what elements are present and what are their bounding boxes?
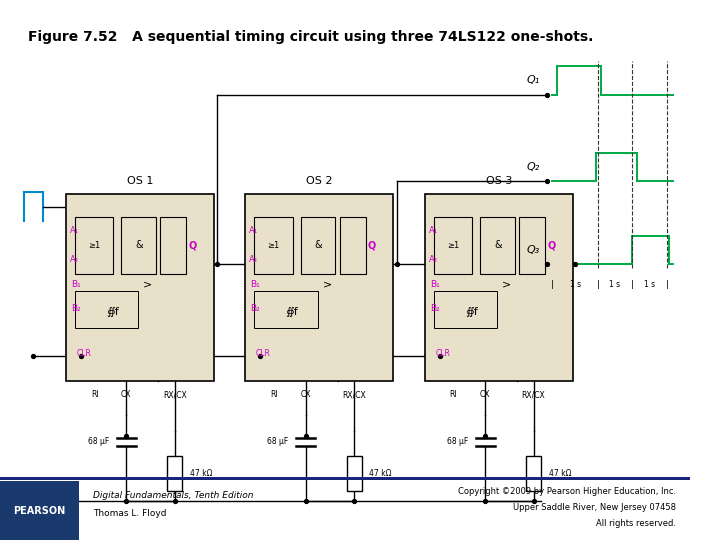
Text: 47 kΩ: 47 kΩ [369, 469, 392, 478]
Text: OS 1: OS 1 [127, 176, 153, 186]
Text: B₂: B₂ [251, 305, 261, 314]
Text: Q: Q [368, 240, 376, 250]
Text: 47 kΩ: 47 kΩ [549, 469, 571, 478]
Text: B₁: B₁ [430, 280, 440, 289]
Text: A₂: A₂ [428, 255, 438, 265]
Text: 68 μF: 68 μF [88, 437, 109, 446]
Text: |: | [631, 280, 634, 289]
Text: B₁: B₁ [251, 280, 261, 289]
Bar [301, 217, 336, 274]
Text: CLR: CLR [436, 349, 451, 358]
Text: Q₂: Q₂ [526, 162, 540, 172]
Bar [0, 477, 690, 480]
Bar [340, 217, 366, 274]
Text: OS 3: OS 3 [485, 176, 512, 186]
Text: RI: RI [270, 390, 278, 399]
Text: CLR: CLR [76, 349, 91, 358]
Text: Figure 7.52   A sequential timing circuit using three 74LS122 one-shots.: Figure 7.52 A sequential timing circuit … [27, 30, 593, 44]
Text: A₂: A₂ [70, 255, 78, 265]
Text: ≥1: ≥1 [88, 241, 100, 249]
Bar [167, 456, 182, 491]
Text: |: | [665, 280, 668, 289]
Bar [480, 217, 515, 274]
Text: 1 s: 1 s [610, 280, 621, 289]
Text: RI: RI [91, 390, 99, 399]
Text: Digital Fundamentals, Tenth Edition: Digital Fundamentals, Tenth Edition [93, 491, 253, 501]
Text: A₁: A₁ [70, 226, 79, 235]
Text: |: | [597, 280, 600, 289]
Text: ≥1: ≥1 [446, 241, 459, 249]
Text: RX/CX: RX/CX [163, 390, 186, 399]
Text: &: & [135, 240, 143, 250]
Bar [0, 481, 79, 540]
Bar [433, 291, 497, 328]
Text: 1 s: 1 s [570, 280, 581, 289]
Text: OS 2: OS 2 [306, 176, 333, 186]
Text: 1 s: 1 s [644, 280, 655, 289]
Bar [245, 194, 393, 381]
Text: Q₃: Q₃ [526, 245, 540, 255]
Bar [425, 194, 573, 381]
Text: ∯f: ∯f [286, 307, 298, 317]
Text: >: > [503, 280, 511, 290]
Bar [526, 456, 541, 491]
Text: 47 kΩ: 47 kΩ [190, 469, 212, 478]
Text: Upper Saddle River, New Jersey 07458: Upper Saddle River, New Jersey 07458 [513, 503, 677, 512]
Text: 68 μF: 68 μF [267, 437, 289, 446]
Text: CX: CX [480, 390, 490, 399]
Text: RX/CX: RX/CX [522, 390, 546, 399]
Text: >: > [143, 280, 153, 290]
Text: B₂: B₂ [71, 305, 81, 314]
Text: CLR: CLR [256, 349, 271, 358]
Text: A₂: A₂ [249, 255, 258, 265]
Text: 68 μF: 68 μF [447, 437, 468, 446]
Text: >: > [323, 280, 332, 290]
Text: A₁: A₁ [249, 226, 258, 235]
Text: Copyright ©2009 by Pearson Higher Education, Inc.: Copyright ©2009 by Pearson Higher Educat… [459, 487, 677, 496]
Text: &: & [315, 240, 322, 250]
Bar [254, 291, 318, 328]
Text: B₂: B₂ [430, 305, 440, 314]
Bar [346, 456, 361, 491]
Text: $V_{CC}$: $V_{CC}$ [16, 513, 34, 527]
Bar [122, 217, 156, 274]
Text: CX: CX [300, 390, 311, 399]
Text: B₁: B₁ [71, 280, 81, 289]
Bar [519, 217, 545, 274]
Bar [254, 217, 293, 274]
Bar [433, 217, 472, 274]
Text: A₁: A₁ [428, 226, 438, 235]
Text: &: & [494, 240, 502, 250]
Text: RX/CX: RX/CX [342, 390, 366, 399]
Text: PEARSON: PEARSON [13, 506, 66, 516]
Text: ∯f: ∯f [106, 307, 119, 317]
Text: CX: CX [121, 390, 132, 399]
Bar [160, 217, 186, 274]
Bar [66, 194, 214, 381]
Text: |: | [551, 280, 554, 289]
Text: All rights reserved.: All rights reserved. [596, 519, 677, 529]
Text: ∯f: ∯f [465, 307, 478, 317]
Text: Q₁: Q₁ [526, 76, 540, 85]
Bar [75, 291, 138, 328]
Text: RI: RI [450, 390, 457, 399]
Bar [75, 217, 113, 274]
Text: Q: Q [547, 240, 556, 250]
Text: Thomas L. Floyd: Thomas L. Floyd [93, 509, 167, 518]
Text: Q: Q [189, 240, 197, 250]
Text: ≥1: ≥1 [267, 241, 279, 249]
